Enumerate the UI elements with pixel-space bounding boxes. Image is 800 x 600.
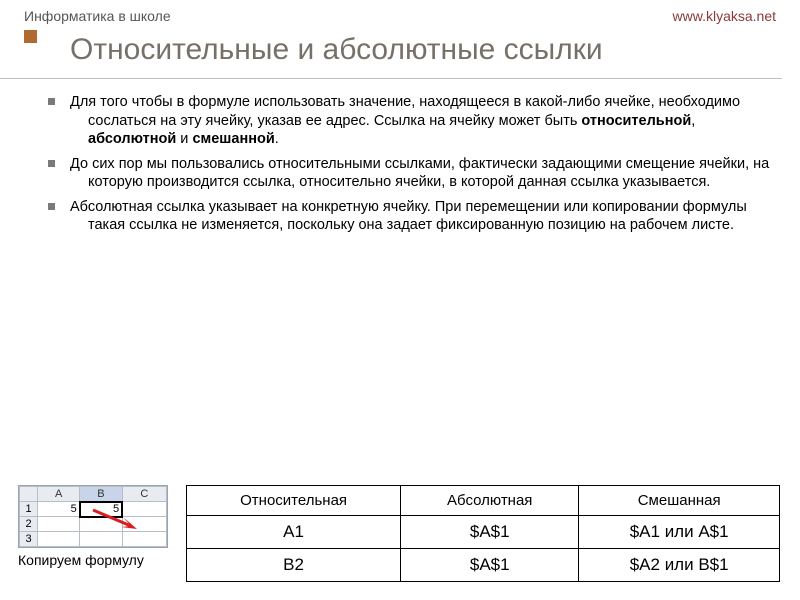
header-bar: Информатика в школе www.klyaksa.net	[0, 0, 800, 26]
reference-table: Относительная Абсолютная Смешанная A1 $A…	[186, 485, 780, 582]
paragraph-2: До сих пор мы пользовались относительным…	[70, 155, 772, 192]
ref-cell: A1	[187, 516, 401, 549]
cell-c1	[122, 502, 166, 517]
ref-header-mixed: Смешанная	[579, 486, 780, 516]
cell-c2	[122, 517, 166, 532]
title-accent-box	[24, 30, 37, 43]
header-left: Информатика в школе	[24, 8, 171, 24]
cell-c3	[122, 532, 166, 547]
ref-cell: $A2 или B$1	[579, 549, 780, 582]
body-text: Для того чтобы в формуле использовать зн…	[0, 79, 800, 235]
mini-spreadsheet-wrap: A B C 1 5 5 2	[18, 485, 168, 568]
bottom-area: A B C 1 5 5 2	[0, 485, 800, 582]
p1-term-1: относительной	[581, 113, 691, 129]
p1-sep-2: и	[176, 131, 192, 147]
paragraph-3: Абсолютная ссылка указывает на конкретну…	[70, 198, 772, 235]
p1-sep-1: ,	[691, 113, 695, 129]
mini-spreadsheet-table: A B C 1 5 5 2	[19, 486, 167, 547]
cell-b3	[80, 532, 122, 547]
ref-table-row: A1 $A$1 $A1 или A$1	[187, 516, 780, 549]
header-right: www.klyaksa.net	[673, 8, 776, 24]
row-header-2: 2	[20, 517, 38, 532]
col-header-b: B	[80, 487, 122, 502]
cell-a2	[38, 517, 80, 532]
col-header-a: A	[38, 487, 80, 502]
slide-title: Относительные и абсолютные ссылки	[0, 26, 782, 79]
ref-cell: B2	[187, 549, 401, 582]
cell-b1: 5	[80, 502, 122, 517]
mini-spreadsheet: A B C 1 5 5 2	[18, 485, 168, 548]
ref-cell: $A$1	[401, 549, 579, 582]
row-header-3: 3	[20, 532, 38, 547]
ref-cell: $A$1	[401, 516, 579, 549]
cell-b2	[80, 517, 122, 532]
ref-cell: $A1 или A$1	[579, 516, 780, 549]
p1-term-3: смешанной	[192, 131, 274, 147]
row-header-1: 1	[20, 502, 38, 517]
ref-header-relative: Относительная	[187, 486, 401, 516]
ref-header-absolute: Абсолютная	[401, 486, 579, 516]
ref-table-row: B2 $A$1 $A2 или B$1	[187, 549, 780, 582]
cell-a3	[38, 532, 80, 547]
cell-a1: 5	[38, 502, 80, 517]
p1-term-2: абсолютной	[88, 131, 176, 147]
p1-text-after: .	[275, 131, 279, 147]
paragraph-1: Для того чтобы в формуле использовать зн…	[70, 93, 772, 149]
corner-cell	[20, 487, 38, 502]
col-header-c: C	[122, 487, 166, 502]
mini-spreadsheet-caption: Копируем формулу	[18, 552, 168, 568]
ref-table-header-row: Относительная Абсолютная Смешанная	[187, 486, 780, 516]
